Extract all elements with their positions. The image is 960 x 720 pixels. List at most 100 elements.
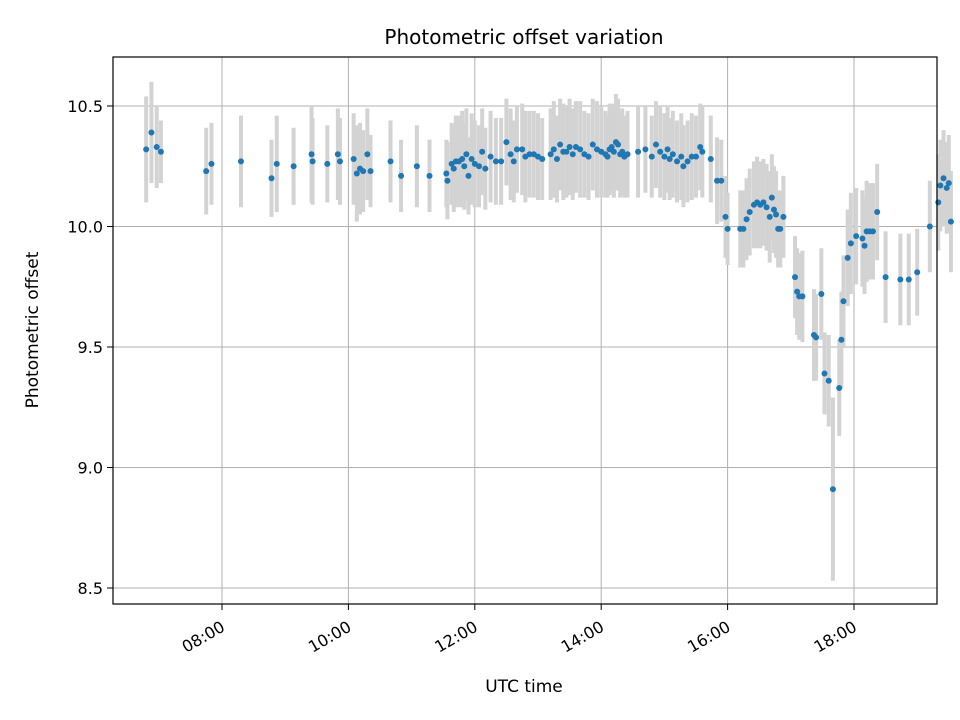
data-point	[237, 158, 244, 165]
data-point	[273, 160, 280, 167]
data-point	[387, 158, 394, 165]
data-point	[869, 228, 876, 235]
data-point	[461, 163, 468, 170]
data-point	[847, 240, 854, 247]
data-point	[813, 334, 820, 341]
data-point	[818, 290, 825, 297]
plot-frame	[112, 56, 938, 605]
data-point	[615, 141, 622, 148]
data-point	[463, 151, 470, 158]
data-point	[513, 146, 520, 153]
data-point	[619, 148, 626, 155]
data-point	[669, 151, 676, 158]
data-point	[674, 158, 681, 165]
data-point	[699, 148, 706, 155]
data-point	[547, 151, 554, 158]
data-point	[722, 213, 729, 220]
data-point	[897, 276, 904, 283]
data-point	[308, 151, 315, 158]
data-point	[914, 269, 921, 276]
data-point	[905, 276, 912, 283]
data-point	[664, 146, 671, 153]
data-point	[450, 165, 457, 172]
data-point	[353, 170, 360, 177]
data-point	[853, 233, 860, 240]
data-point	[648, 153, 655, 160]
data-point	[624, 151, 631, 158]
data-points	[143, 129, 954, 493]
data-point	[503, 139, 510, 146]
y-tick-label: 9.5	[78, 338, 103, 357]
data-point	[684, 158, 691, 165]
data-point	[792, 274, 799, 281]
y-tick-label: 10.5	[67, 97, 103, 116]
data-point	[268, 175, 275, 182]
data-point	[661, 153, 668, 160]
data-point	[360, 168, 367, 175]
data-point	[367, 168, 374, 175]
data-point	[777, 225, 784, 232]
y-tick-label: 9.0	[78, 459, 103, 478]
data-point	[487, 153, 494, 160]
data-point	[608, 143, 615, 150]
data-point	[444, 177, 451, 184]
data-point	[680, 163, 687, 170]
data-point	[829, 486, 836, 493]
data-point	[459, 156, 466, 163]
data-point	[519, 146, 526, 153]
data-point	[350, 156, 357, 163]
data-point	[208, 160, 215, 167]
data-point	[825, 377, 832, 384]
data-point	[935, 199, 942, 206]
data-point	[740, 225, 747, 232]
data-point	[746, 209, 753, 216]
y-axis: 8.5 9.0 9.5 10.0 10.5	[67, 97, 113, 598]
data-point	[476, 163, 483, 170]
data-point	[770, 206, 777, 213]
data-point	[844, 254, 851, 261]
data-point	[482, 165, 489, 172]
data-point	[553, 156, 560, 163]
data-point	[874, 209, 881, 216]
data-point	[838, 336, 845, 343]
data-point	[413, 163, 420, 170]
data-point	[773, 211, 780, 218]
y-tick-label: 8.5	[78, 579, 103, 598]
data-point	[577, 146, 584, 153]
data-point	[688, 153, 695, 160]
data-point	[794, 288, 801, 295]
data-point	[943, 184, 950, 191]
data-point	[563, 148, 570, 155]
data-point	[443, 170, 450, 177]
data-point	[143, 146, 150, 153]
data-point	[947, 218, 954, 225]
data-point	[610, 148, 617, 155]
data-point	[550, 146, 557, 153]
data-point	[693, 153, 699, 160]
chart-title: Photometric offset variation	[384, 25, 663, 49]
data-point	[539, 156, 546, 163]
data-point	[398, 172, 405, 179]
data-point	[585, 153, 592, 160]
data-point	[666, 156, 673, 163]
data-point	[945, 180, 952, 187]
data-point	[479, 148, 486, 155]
data-point	[203, 168, 210, 175]
data-point	[840, 298, 847, 305]
data-point	[510, 158, 517, 165]
data-point	[569, 151, 576, 158]
data-point	[859, 235, 866, 242]
data-point	[760, 199, 767, 206]
y-tick-label: 10.0	[67, 218, 103, 237]
data-point	[157, 148, 164, 155]
y-axis-label: Photometric offset	[23, 251, 43, 408]
data-point	[861, 242, 868, 249]
data-point	[566, 143, 573, 150]
data-point	[492, 158, 499, 165]
data-point	[768, 194, 775, 201]
data-point	[498, 158, 505, 165]
data-point	[507, 151, 514, 158]
data-point	[324, 160, 331, 167]
